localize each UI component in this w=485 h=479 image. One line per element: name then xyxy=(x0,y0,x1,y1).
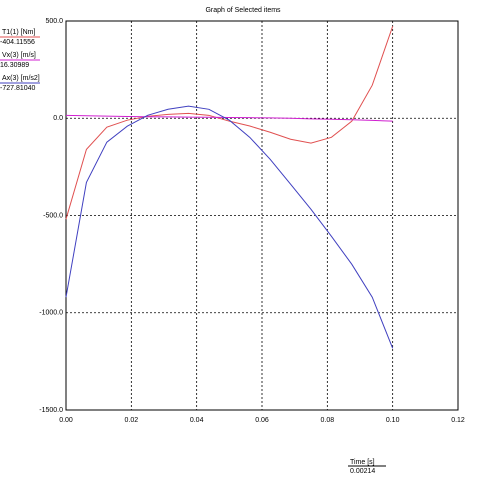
legend-name: T1(1) [Nm] xyxy=(2,29,36,36)
x-tick-label: 0.12 xyxy=(451,417,465,424)
y-tick-label: 500.0 xyxy=(45,18,63,25)
x-tick-label: 0.02 xyxy=(125,417,139,424)
legend-name: Vx(3) [m/s] xyxy=(2,52,36,59)
series-line xyxy=(65,26,394,220)
legend-readout: -404.11556 xyxy=(0,39,35,46)
x-tick-label: 0.04 xyxy=(190,417,204,424)
y-tick-label: 0.0 xyxy=(53,115,63,122)
y-tick-label: -1500.0 xyxy=(39,407,63,414)
cursor-value: 0.00214 xyxy=(350,468,375,475)
x-tick-label: 0.10 xyxy=(386,417,400,424)
legend-name: Ax(3) [m/s2] xyxy=(2,75,40,82)
legend-readout: 16.30989 xyxy=(0,62,29,69)
x-tick-label: 0.00 xyxy=(59,417,73,424)
x-tick-label: 0.06 xyxy=(255,417,269,424)
y-tick-label: -1000.0 xyxy=(39,310,63,317)
x-axis-label: Time [s] xyxy=(350,459,375,466)
y-tick-label: -500.0 xyxy=(43,212,63,219)
series-line xyxy=(65,105,394,349)
chart-title: Graph of Selected items xyxy=(205,7,281,14)
x-tick-label: 0.08 xyxy=(321,417,335,424)
series-line xyxy=(65,114,393,122)
legend-readout: -727.81040 xyxy=(0,85,36,92)
